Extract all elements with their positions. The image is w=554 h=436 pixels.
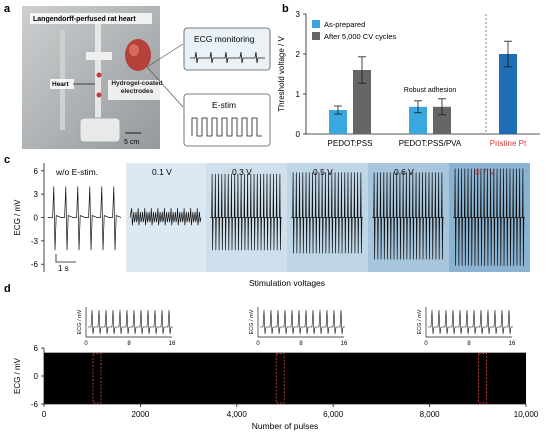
panel-b-y-tick-label: 3 <box>296 10 301 19</box>
panel-d-zoom-marker <box>92 353 102 404</box>
panel-b-y-label: Threshold voltage / V <box>277 36 286 112</box>
ecg-monitoring-box <box>183 27 271 71</box>
panel-c-y-tick-label: 6 <box>34 167 39 176</box>
panel-d-x-tick-label: 6,000 <box>323 410 344 419</box>
electrode-label-box: Hydrogel-coated electrodes <box>111 80 163 95</box>
rig-base <box>79 117 121 143</box>
panel-a: a Langendorff-perfused rat heart Heart H… <box>4 3 271 149</box>
panel-d-inset-x-tick-label: 0 <box>424 341 428 347</box>
panel-b-bar-1-0 <box>353 70 371 134</box>
panel-c-segment-label-3: 0.5 V <box>313 167 333 177</box>
panel-c-y-tick-label: 3 <box>34 190 39 199</box>
panel-c-trace-0 <box>48 186 122 251</box>
panel-d-inset-y-label: ECG / mV <box>417 309 423 334</box>
panel-d-inset-x-tick-label: 16 <box>509 341 516 347</box>
panel-c-scale-bar-label: 1 s <box>58 264 69 273</box>
panel-b-legend-label: As-prepared <box>324 20 365 29</box>
heart-label: Heart <box>52 81 69 88</box>
panel-d-y-label: ECG / mV <box>13 357 22 394</box>
estim-connector <box>146 66 184 108</box>
estim-box-title: E-stim <box>212 100 236 110</box>
heart-specimen <box>125 39 151 71</box>
panel-d-x-label: Number of pulses <box>252 421 319 431</box>
panel-c-x-label: Stimulation voltages <box>249 278 325 288</box>
panel-b-y-tick-label: 1 <box>296 90 301 99</box>
panel-b-bar-2-2 <box>499 54 517 134</box>
panel-d-x-tick-label: 4,000 <box>227 410 248 419</box>
panel-c-scale-bar <box>55 254 76 263</box>
photo-title-bg <box>30 13 152 24</box>
panel-b-bar-0-1 <box>409 106 427 134</box>
panel-b-letter: b <box>282 3 289 15</box>
panel-c-trace-1 <box>129 208 202 226</box>
panel-d-y-tick-label: 6 <box>34 344 39 353</box>
panel-d-inset-x-tick-label: 0 <box>256 341 260 347</box>
panel-a-letter: a <box>4 3 11 15</box>
panel-c-trace-5 <box>453 168 525 266</box>
panel-d-y-tick-label: 0 <box>34 372 39 381</box>
panel-d-letter: d <box>4 283 11 295</box>
panel-b-group-label: PEDOT:PSS <box>328 139 373 148</box>
panel-b-group-label: PEDOT:PSS/PVA <box>399 139 462 148</box>
panel-b-y-tick-label: 0 <box>296 130 301 139</box>
panel-d-x-tick-label: 8,000 <box>420 410 441 419</box>
electrode-label-bg <box>108 80 164 100</box>
panel-b-bar-chart: b 0 1 2 3 Threshold voltage / V PEDOT:PSS PEDO… <box>277 3 540 148</box>
panel-b-bar-1-1 <box>433 106 451 134</box>
electrode-label: Hydrogel-coated electrodes <box>111 80 163 95</box>
panel-c-segment-label-2: 0.3 V <box>232 167 252 177</box>
panel-d-inset-y-label: ECG / mV <box>249 309 255 334</box>
panel-d-x-tick-label: 2000 <box>132 410 150 419</box>
panel-c-segment-label-5: 0.7 V <box>475 167 495 177</box>
heart-drip-2 <box>96 92 102 98</box>
panel-c-segment-label-1: 0.1 V <box>152 167 172 177</box>
rig-clamp <box>86 52 112 60</box>
panel-d-inset-trace <box>88 309 173 335</box>
panel-d-y-tick-label: -6 <box>31 400 39 409</box>
panel-d-zoom-marker <box>275 353 285 404</box>
panel-c-segment-label-0: w/o E-stim. <box>55 167 98 177</box>
panel-d-inset-trace <box>260 309 345 335</box>
panel-d-inset-x-tick-label: 8 <box>299 341 303 347</box>
ecg-box-waveform <box>190 51 265 64</box>
heart-highlight <box>129 44 139 56</box>
panel-b-y-tick-label: 2 <box>296 50 301 59</box>
panel-c-trace-3 <box>291 172 363 254</box>
heart-label-bg <box>50 79 74 89</box>
panel-c-y-tick-label: -3 <box>31 237 39 246</box>
panel-c-y-tick-label: 0 <box>34 214 39 223</box>
panel-d-x-tick-label: 0 <box>42 410 47 419</box>
panel-d-inset-x-tick-label: 8 <box>127 341 131 347</box>
panel-d-trace-band <box>44 352 526 404</box>
panel-c-letter: c <box>4 154 10 166</box>
panel-d-inset-x-tick-label: 8 <box>467 341 471 347</box>
panel-d-inset-x-tick-label: 0 <box>84 341 88 347</box>
panel-d-inset-trace <box>428 309 513 335</box>
panel-b-legend-label: After 5,000 CV cycles <box>324 32 396 41</box>
panel-c-segment-label-4: 0.6 V <box>394 167 414 177</box>
panel-b-group-label: Pristine Pt <box>490 139 527 148</box>
panel-c-trace-2 <box>210 173 282 251</box>
scale-bar-label: 5 cm <box>124 139 139 146</box>
panel-c-y-label: ECG / mV <box>13 199 22 236</box>
panel-d-inset-x-tick-label: 16 <box>169 341 176 347</box>
ecg-connector <box>146 43 184 68</box>
panel-c-ecg-chart: c w/o E-stim. 0.1 V 0.3 V 0.5 V 0.6 V 0.7 V 6 3… <box>4 154 530 288</box>
panel-c-y-tick-label: -6 <box>31 260 39 269</box>
panel-d-zoom-marker <box>478 353 488 404</box>
ecg-box-title: ECG monitoring <box>194 34 255 44</box>
panel-c-trace-4 <box>372 172 444 260</box>
panel-b-legend-swatch <box>312 20 320 28</box>
heart-drip <box>96 72 102 78</box>
panel-d-inset-x-tick-label: 16 <box>341 341 348 347</box>
panel-d-x-tick-label: 10,000 <box>514 410 539 419</box>
photo-title: Langendorff-perfused rat heart <box>33 16 136 23</box>
panel-b-bar-0-0 <box>329 110 347 134</box>
panel-d-inset-y-label: ECG / mV <box>77 309 83 334</box>
panel-b-annotation: Robust adhesion <box>404 87 457 94</box>
estim-box-waveform <box>191 117 262 137</box>
panel-b-legend-swatch <box>312 32 320 40</box>
